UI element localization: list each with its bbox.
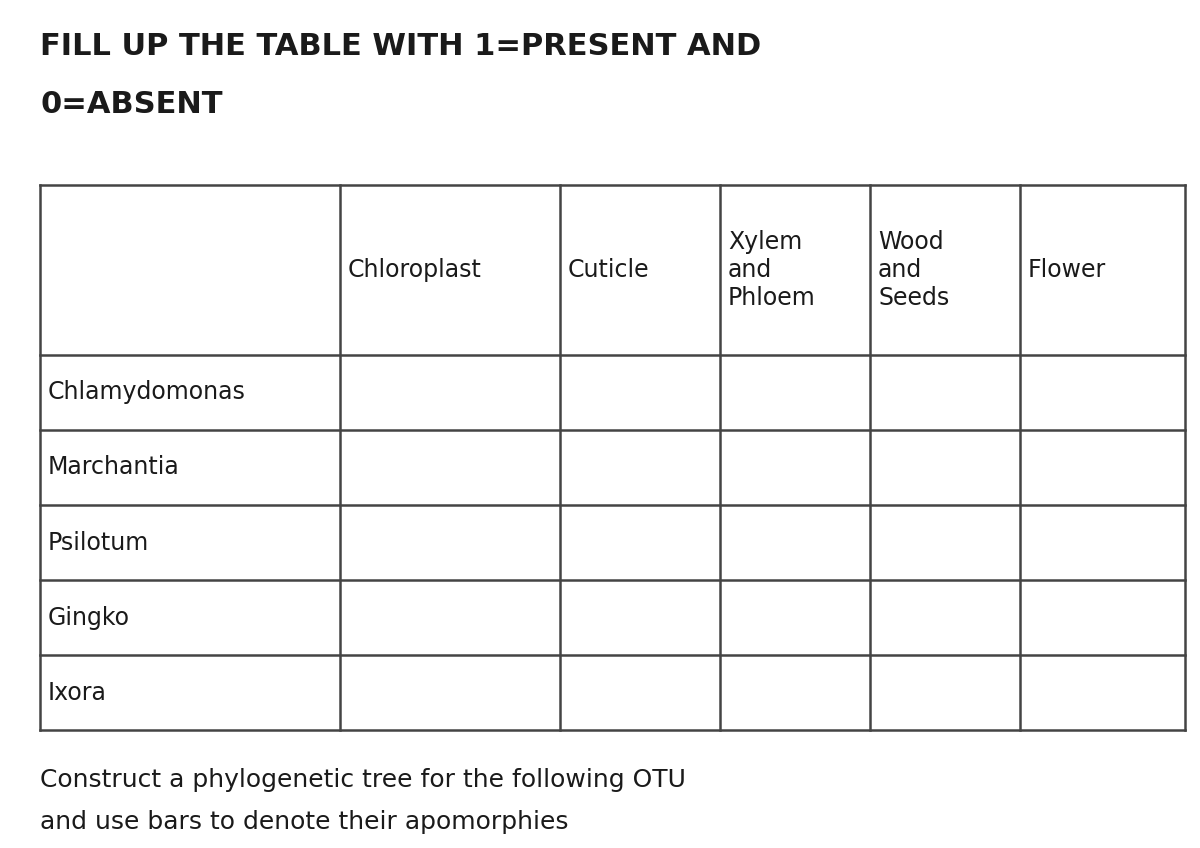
Text: and: and — [728, 258, 773, 282]
Text: Wood: Wood — [878, 230, 943, 254]
Text: Cuticle: Cuticle — [568, 258, 649, 282]
Text: FILL UP THE TABLE WITH 1=PRESENT AND: FILL UP THE TABLE WITH 1=PRESENT AND — [40, 32, 761, 61]
Text: 0=ABSENT: 0=ABSENT — [40, 90, 222, 119]
Bar — [40, 185, 1186, 730]
Text: Seeds: Seeds — [878, 286, 949, 310]
Text: Xylem: Xylem — [728, 230, 803, 254]
Text: Chlamydomonas: Chlamydomonas — [48, 381, 246, 404]
Text: Chloroplast: Chloroplast — [348, 258, 482, 282]
Text: Flower: Flower — [1028, 258, 1106, 282]
Text: Construct a phylogenetic tree for the following OTU: Construct a phylogenetic tree for the fo… — [40, 768, 686, 792]
Text: and use bars to denote their apomorphies: and use bars to denote their apomorphies — [40, 810, 569, 834]
Text: Marchantia: Marchantia — [48, 455, 180, 479]
Text: Gingko: Gingko — [48, 605, 130, 629]
Text: Ixora: Ixora — [48, 680, 107, 705]
Text: Psilotum: Psilotum — [48, 531, 149, 555]
Text: and: and — [878, 258, 923, 282]
Text: Phloem: Phloem — [728, 286, 816, 310]
